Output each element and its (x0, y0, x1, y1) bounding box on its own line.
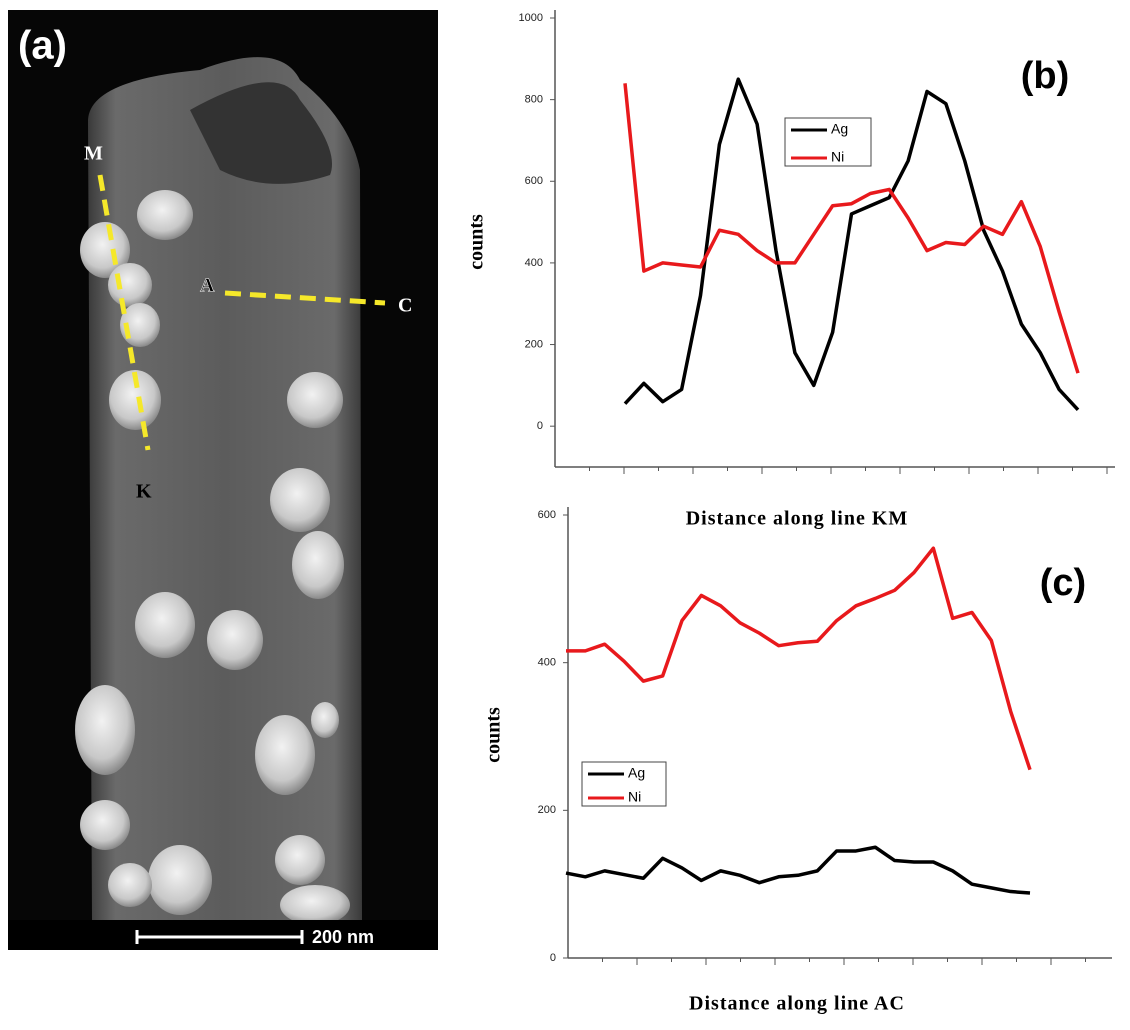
panel-label: (a) (18, 24, 67, 68)
y-tick-label: 800 (525, 94, 543, 106)
y-tick-label: 600 (525, 175, 543, 187)
data-line (566, 847, 1030, 893)
legend-label: Ag (831, 121, 848, 137)
legend-label: Ag (628, 765, 645, 781)
legend-label: Ni (831, 149, 844, 165)
y-tick-label: 0 (537, 420, 543, 432)
y-tick-label: 400 (538, 657, 556, 669)
marker-label: C (398, 295, 412, 317)
panel-label: (c) (1040, 562, 1086, 604)
figure: (a) M A C K 200 nm 0 200 400 600 800 1000 (b) D… (0, 0, 1130, 1025)
y-tick-label: 400 (525, 257, 543, 269)
y-axis-title: counts (466, 214, 488, 270)
y-tick-label: 200 (538, 804, 556, 816)
marker-label: K (136, 481, 152, 503)
y-tick-label: 600 (538, 509, 556, 521)
x-axis-title: Distance along line KM (686, 508, 909, 530)
scale-bar-label: 200 nm (312, 927, 374, 947)
y-tick-label: 1000 (519, 12, 543, 24)
micrograph: (a) M A C K 200 nm (8, 10, 438, 950)
panel-label: (b) (1021, 55, 1070, 97)
y-axis-title: counts (483, 707, 505, 763)
x-axis-title: Distance along line AC (689, 993, 905, 1015)
y-tick-label: 0 (550, 952, 556, 964)
marker-label: M (84, 143, 103, 165)
y-tick-label: 200 (525, 338, 543, 350)
marker-label: A (200, 275, 215, 297)
legend-label: Ni (628, 789, 641, 805)
data-line (566, 548, 1030, 770)
